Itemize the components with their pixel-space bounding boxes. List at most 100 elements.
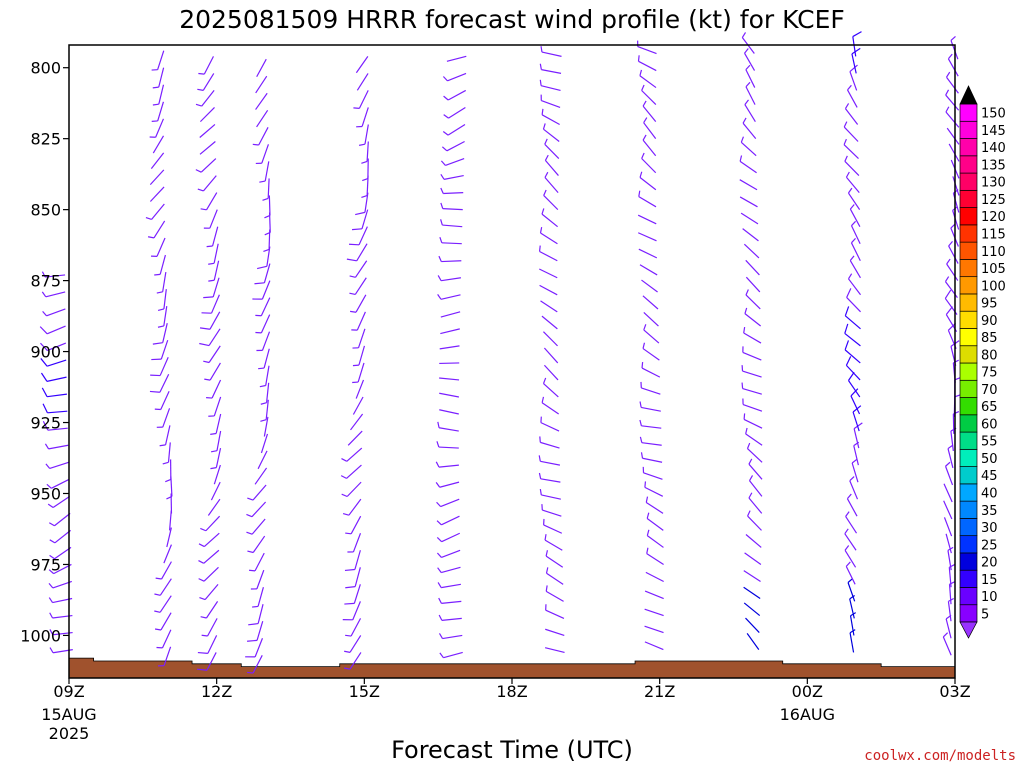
colorbar-label: 45 (981, 469, 998, 484)
colorbar-segment (959, 241, 978, 260)
wind-barb (847, 371, 861, 398)
wind-barb (545, 550, 564, 568)
wind-barb (204, 362, 221, 381)
wind-barb (169, 510, 172, 531)
colorbar-label: 50 (981, 452, 998, 467)
y-tick-label: 925 (30, 414, 61, 433)
wind-barb (342, 498, 362, 516)
credit-link[interactable]: coolwx.com/modelts (864, 748, 1016, 764)
colorbar-segment (959, 414, 978, 433)
wind-barb (743, 570, 761, 582)
wind-barb (746, 633, 760, 650)
wind-barb (545, 585, 564, 602)
colorbar-label: 105 (981, 262, 1006, 277)
wind-barb (47, 495, 71, 509)
wind-barb (639, 419, 662, 429)
wind-barb (744, 552, 762, 565)
wind-barb (541, 396, 560, 415)
wind-barb (745, 427, 763, 446)
wind-barb (642, 100, 657, 123)
x-tick-label: 03Z (939, 682, 970, 701)
colorbar-label: 110 (981, 245, 1006, 260)
wind-barb (747, 510, 762, 531)
plot-frame (68, 44, 956, 679)
wind-barbs-layer (39, 31, 961, 674)
wind-barb (538, 455, 561, 466)
wind-barb (198, 532, 220, 548)
wind-barb (152, 135, 165, 154)
wind-barb (41, 387, 67, 398)
wind-barb (210, 447, 222, 470)
wind-barb (844, 528, 857, 551)
wind-barb (154, 391, 170, 411)
colorbar-label: 125 (981, 193, 1006, 208)
wind-barb (438, 614, 462, 621)
wind-barb (745, 276, 761, 293)
wind-barb (355, 192, 369, 216)
colorbar-label: 5 (981, 607, 989, 622)
colorbar-label: 115 (981, 228, 1006, 243)
wind-barb (744, 307, 762, 327)
wind-barb (543, 518, 563, 534)
wind-barb (353, 90, 369, 109)
wind-barb (256, 331, 271, 352)
wind-barb (543, 189, 559, 211)
wind-barb (942, 632, 952, 656)
wind-barb (200, 192, 218, 211)
wind-barb (541, 208, 558, 228)
wind-barb (252, 127, 269, 146)
wind-barb (846, 493, 858, 517)
colorbar-label: 140 (981, 141, 1006, 156)
wind-barb (247, 535, 266, 554)
wind-barb (952, 176, 960, 196)
terrain-surface (68, 657, 956, 679)
colorbar-segment (959, 518, 978, 537)
wind-barb (200, 601, 219, 619)
wind-barb (352, 396, 364, 415)
wind-barb (207, 498, 221, 516)
wind-barb (743, 586, 761, 600)
wind-barb (257, 246, 271, 270)
wind-barb (257, 450, 268, 470)
wind-barb (258, 348, 270, 370)
wind-barb (151, 101, 165, 123)
wind-barb (538, 472, 561, 483)
wind-barb (739, 155, 757, 174)
wind-barb (39, 325, 66, 335)
wind-barb (149, 374, 170, 393)
wind-barb (744, 48, 756, 71)
wind-barb (844, 323, 861, 347)
wind-barb (440, 173, 464, 180)
wind-barb (162, 442, 171, 465)
colorbar-segment (959, 155, 978, 174)
wind-barb (741, 365, 762, 378)
wind-barb (646, 512, 664, 531)
chart-title: 2025081509 HRRR forecast wind profile (k… (179, 5, 845, 34)
wind-barb (356, 107, 369, 128)
wind-barb (438, 597, 462, 605)
wind-barb (250, 569, 265, 590)
wind-barb (440, 187, 464, 195)
x-tick-label: 12Z (201, 682, 232, 701)
wind-barb (42, 308, 66, 317)
wind-barb (847, 84, 858, 108)
wind-barb (210, 430, 222, 453)
wind-barb (344, 652, 362, 670)
wind-barb (637, 214, 657, 225)
wind-barb (642, 342, 660, 361)
wind-barb (443, 89, 467, 101)
wind-barb (748, 492, 763, 514)
wind-barb (152, 67, 165, 89)
colorbar-label: 135 (981, 158, 1006, 173)
wind-barb (440, 328, 460, 335)
wind-barb (745, 259, 760, 276)
wind-barb (543, 347, 559, 364)
wind-barb (843, 121, 859, 142)
wind-barb (208, 396, 222, 417)
wind-barb (42, 420, 68, 431)
wind-barb (741, 382, 762, 395)
wind-barb (247, 484, 267, 501)
wind-barb (345, 567, 361, 589)
colorbar-max-arrow (959, 85, 978, 105)
